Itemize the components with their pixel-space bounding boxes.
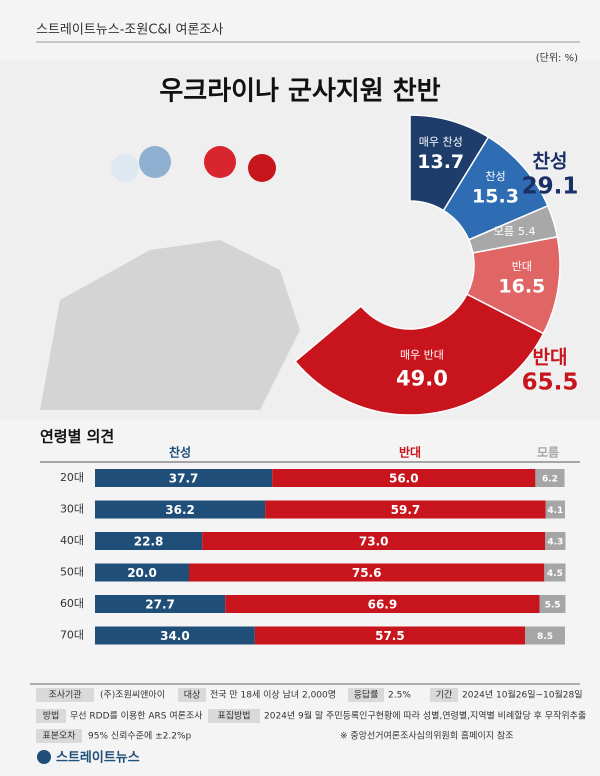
summary-label: 반대 [533, 347, 568, 369]
footer-label: 대상 [184, 690, 201, 701]
footer-label: 방법 [43, 711, 60, 722]
bar-value: 37.7 [169, 472, 199, 486]
bar-value: 6.2 [542, 475, 558, 485]
footer-label-box [348, 688, 384, 702]
bar-value: 27.7 [145, 598, 175, 612]
category-label: 30대 [60, 503, 84, 516]
bar-segment [95, 532, 203, 550]
bar-value: 5.5 [545, 601, 561, 611]
bar-segment [545, 500, 565, 519]
footer-value: (주)조원씨앤아이 [100, 690, 165, 701]
legend-label: 반대 [399, 445, 421, 460]
summary-label: 찬성 [533, 151, 568, 173]
footer-label: 표집방법 [217, 710, 250, 722]
logo: 스트레이트뉴스 [56, 750, 140, 766]
category-label: 70대 [60, 629, 84, 642]
bar-value: 59.7 [391, 503, 421, 517]
bar-value: 56.0 [389, 472, 419, 486]
bar-value: 34.0 [160, 629, 190, 643]
segment-value: 13.7 [417, 151, 464, 173]
footer-label: 표본오차 [42, 730, 76, 742]
bar-segment [539, 595, 566, 613]
footer-label: 기간 [436, 690, 453, 701]
legend-label: 찬성 [169, 445, 191, 460]
bar-title: 연령별 의견 [40, 428, 114, 446]
bar-segment [225, 595, 540, 613]
segment-value: 15.3 [472, 186, 519, 208]
footer-value: 2024년 9월 말 주민등록인구현황에 따라 성별,연령별,지역별 비례할당 … [264, 710, 586, 722]
summary-value: 29.1 [522, 174, 579, 200]
footer-label-box [36, 688, 94, 702]
donut-segment [294, 293, 545, 416]
segment-label: 모름 [494, 225, 514, 238]
footer-value: 2024년 10월26일~10월28일 [462, 689, 583, 701]
category-label: 50대 [60, 566, 84, 579]
bar-value: 57.5 [375, 629, 405, 643]
segment-value: 5.4 [518, 225, 536, 238]
footer-value: 2.5% [388, 691, 411, 701]
bar-segment [254, 626, 526, 645]
footer-label-box [178, 688, 206, 702]
bar-value: 4.3 [547, 538, 563, 548]
flag-icon [248, 154, 276, 182]
bar-value: 20.0 [127, 566, 157, 580]
glove-icon [204, 146, 236, 178]
footer-label: 응답률 [354, 689, 379, 701]
bar-segment [95, 469, 273, 487]
footer-label-box [36, 709, 66, 723]
segment-label: 찬성 [485, 169, 505, 183]
segment-value: 49.0 [396, 366, 448, 390]
bar-segment [272, 469, 536, 487]
glove-icon [139, 146, 171, 178]
segment-value: 16.5 [498, 276, 545, 298]
category-label: 20대 [60, 471, 84, 484]
segment-label: 반대 [512, 260, 532, 273]
bar-segment [95, 626, 255, 645]
bar-value: 22.8 [134, 535, 164, 549]
footer-label: 조사기관 [48, 690, 81, 701]
footer-value: 무선 RDD를 이용한 ARS 여론조사 [70, 710, 203, 722]
bar-value: 73.0 [359, 535, 389, 549]
bar-value: 66.9 [368, 598, 398, 612]
footer-label-box [208, 709, 260, 723]
logo-icon [37, 750, 51, 764]
bar-segment [545, 532, 566, 550]
bar-segment [535, 469, 565, 487]
segment-label: 매우 찬성 [419, 134, 463, 148]
bar-value: 36.2 [165, 503, 195, 517]
bar-segment [544, 563, 566, 582]
bar-value: 8.5 [537, 632, 553, 642]
footer-label-box [430, 688, 458, 702]
bar-segment [95, 500, 266, 519]
header: 스트레이트뉴스-조원C&I 여론조사 [36, 23, 223, 38]
bar-segment [525, 626, 565, 645]
bar-value: 4.5 [547, 569, 563, 579]
footer-note: ※ 중앙선거여론조사심의위원회 홈페이지 참조 [340, 730, 513, 742]
category-label: 60대 [60, 597, 84, 610]
bar-segment [95, 595, 226, 613]
photo-silhouette [40, 240, 300, 410]
summary-value: 65.5 [522, 370, 579, 396]
flag-icon [111, 154, 139, 182]
segment-label: 매우 반대 [400, 348, 444, 361]
bar-segment [95, 563, 189, 582]
category-label: 40대 [60, 534, 84, 547]
chart-title: 우크라이나 군사지원 찬반 [159, 77, 440, 107]
bar-value: 75.6 [352, 566, 382, 580]
footer: 조사기관 (주)조원씨앤아이 대상 전국 만 18세 이상 남녀 2,000명 … [30, 683, 586, 766]
unit: (단위: %) [536, 51, 578, 64]
legend-label: 모름 [537, 445, 559, 460]
footer-label-box [36, 729, 82, 743]
footer-value: 95% 신뢰수준에 ±2.2%p [88, 731, 192, 742]
bar-segment [202, 532, 546, 550]
footer-value: 전국 만 18세 이상 남녀 2,000명 [210, 690, 336, 701]
bar-segment [265, 500, 546, 519]
bar-segment [189, 563, 545, 582]
bar-value: 4.1 [547, 506, 563, 516]
